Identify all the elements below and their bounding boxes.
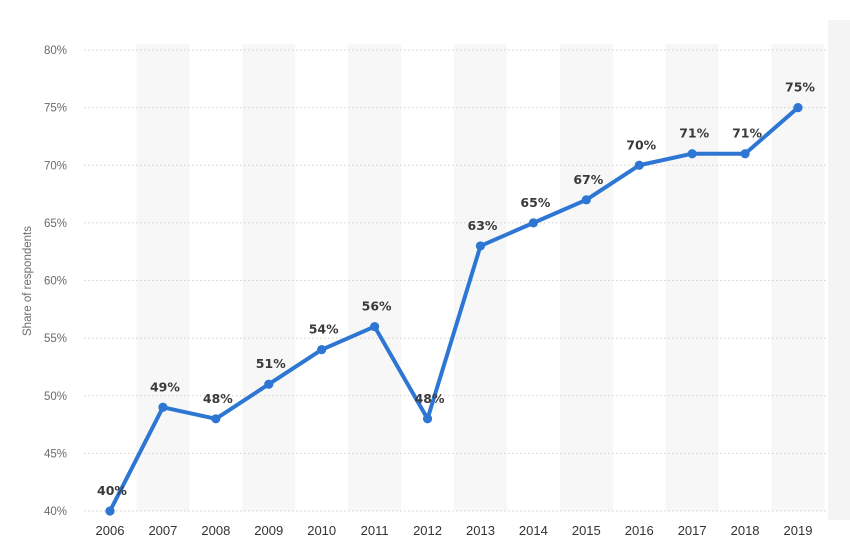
side-panel-edge xyxy=(828,20,850,520)
data-point-2010 xyxy=(317,345,327,355)
data-label-2017: 71% xyxy=(679,126,709,141)
data-label-2019: 75% xyxy=(785,80,815,95)
x-tick-label-2018: 2018 xyxy=(731,523,760,538)
y-tick-label-60: 60% xyxy=(44,276,67,288)
y-tick-label-70: 70% xyxy=(44,160,67,172)
x-tick-label-2007: 2007 xyxy=(148,523,177,538)
y-tick-label-50: 50% xyxy=(44,391,67,403)
data-point-2013 xyxy=(475,241,486,251)
y-tick-label-65: 65% xyxy=(44,218,67,230)
y-tick-label-40: 40% xyxy=(44,506,67,518)
x-tick-label-2019: 2019 xyxy=(784,523,813,538)
data-point-2015 xyxy=(581,195,591,205)
data-label-2012: 48% xyxy=(415,391,445,406)
data-point-2009 xyxy=(264,379,274,389)
x-axis: 2006 2007 2008 2009 2010 2011 2012 2013 2014 2015… xyxy=(96,523,813,538)
data-point-2018 xyxy=(740,149,750,159)
y-tick-label-75: 75% xyxy=(44,103,67,115)
x-tick-label-2012: 2012 xyxy=(413,523,442,538)
data-labels-layer: 40% 49% 48% 51% 54% 56% 48% 63% 65% 67% 70% 71% 71% 7… xyxy=(97,80,815,498)
column-band-2009 xyxy=(242,44,296,511)
series-layer xyxy=(105,103,803,516)
data-point-2016 xyxy=(634,160,644,170)
series-line xyxy=(108,105,800,513)
x-tick-label-2016: 2016 xyxy=(625,523,654,538)
x-tick-label-2011: 2011 xyxy=(361,523,389,538)
y-axis: 40% 45% 50% 55% 60% 65% 70% 75% 80% xyxy=(44,45,67,518)
data-label-2008: 48% xyxy=(203,391,233,406)
column-band-2017 xyxy=(665,44,719,511)
x-tick-label-2015: 2015 xyxy=(572,523,601,538)
data-point-2006 xyxy=(105,506,115,516)
data-point-2008 xyxy=(211,414,221,424)
x-tick-label-2006: 2006 xyxy=(96,523,125,538)
data-point-2012 xyxy=(422,414,433,424)
data-point-2014 xyxy=(528,218,538,228)
data-point-2019 xyxy=(793,103,803,113)
column-band-2019 xyxy=(771,44,825,511)
y-tick-label-55: 55% xyxy=(44,333,67,345)
column-shading-layer xyxy=(136,44,825,511)
data-point-2007 xyxy=(158,402,168,412)
data-label-2015: 67% xyxy=(573,172,603,187)
data-label-2016: 70% xyxy=(626,137,656,152)
column-band-2015 xyxy=(559,44,613,511)
data-label-2011: 56% xyxy=(362,299,392,314)
data-label-2018: 71% xyxy=(732,126,762,141)
y-axis-title: Share of respondents xyxy=(22,226,34,336)
x-tick-label-2013: 2013 xyxy=(466,523,495,538)
data-point-2017 xyxy=(687,149,697,159)
x-tick-label-2010: 2010 xyxy=(307,523,336,538)
data-label-2009: 51% xyxy=(256,356,286,371)
data-point-2011 xyxy=(370,322,380,332)
x-tick-label-2008: 2008 xyxy=(201,523,230,538)
column-band-2007 xyxy=(136,44,190,511)
x-tick-label-2017: 2017 xyxy=(678,523,707,538)
data-label-2013: 63% xyxy=(468,218,498,233)
y-tick-label-80: 80% xyxy=(44,45,67,57)
data-label-2010: 54% xyxy=(309,322,339,337)
column-band-2013 xyxy=(454,44,507,511)
data-label-2007: 49% xyxy=(150,379,180,394)
y-tick-label-45: 45% xyxy=(44,448,67,460)
data-label-2014: 65% xyxy=(520,195,550,210)
x-tick-label-2014: 2014 xyxy=(519,523,548,538)
column-band-2011 xyxy=(348,44,402,511)
data-label-2006: 40% xyxy=(97,483,127,498)
x-tick-label-2009: 2009 xyxy=(254,523,283,538)
